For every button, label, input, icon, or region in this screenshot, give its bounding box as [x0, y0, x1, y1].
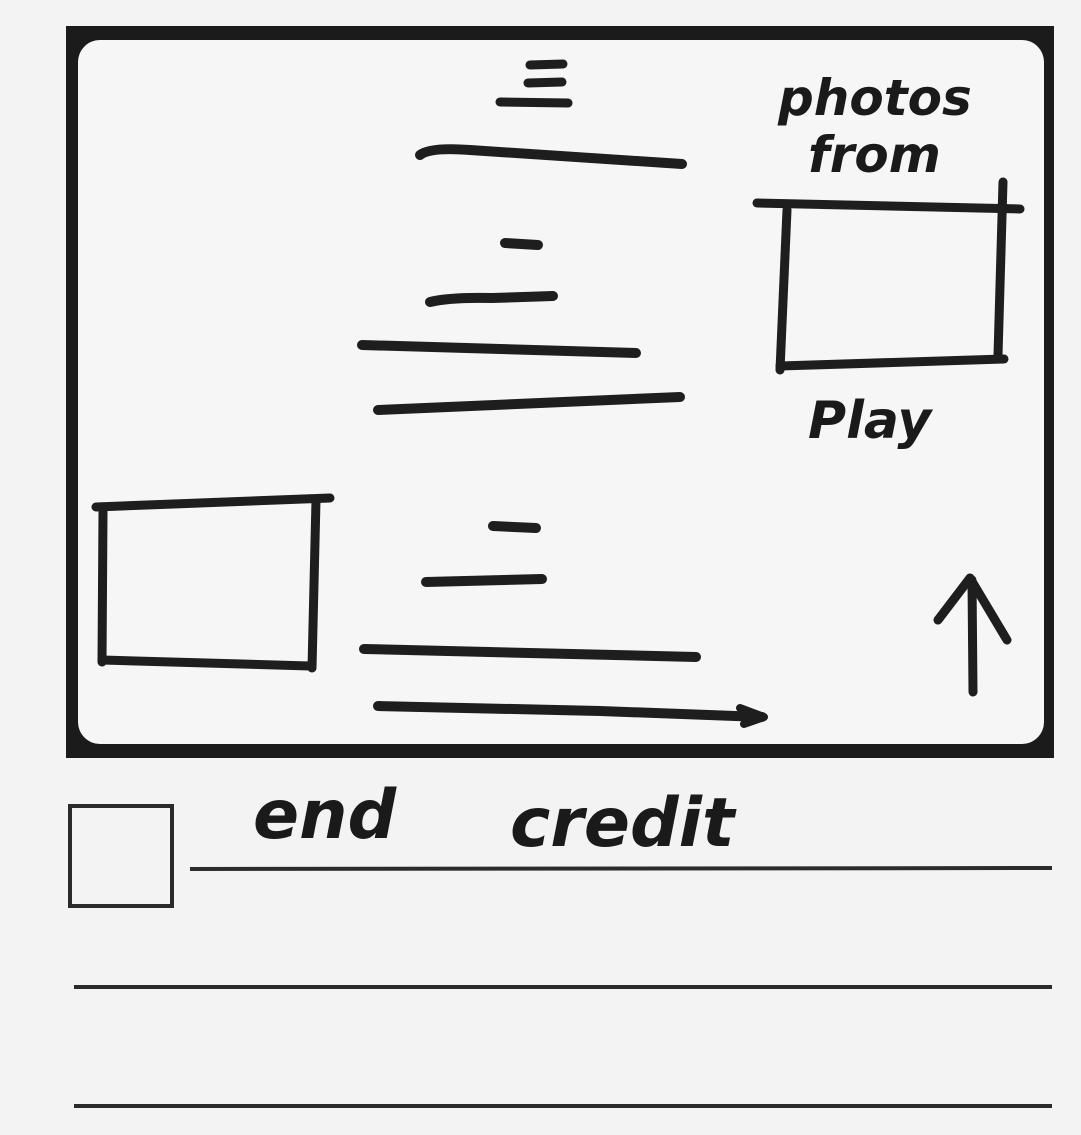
screen-area [78, 40, 1044, 744]
credit-line [488, 521, 541, 533]
photo-box-right-edge [993, 177, 1008, 360]
photo-placeholder-right [752, 177, 1025, 375]
photo-box-top-edge [752, 198, 1025, 214]
caption-word-credit: credit [510, 784, 737, 863]
credit-line-arrowhead [736, 704, 768, 728]
credit-line [415, 144, 687, 169]
photo-box-right-edge [307, 495, 321, 673]
photos-label: photos from [777, 69, 972, 184]
credit-line [421, 574, 547, 587]
credit-line [425, 291, 558, 307]
photo-box-left-edge [97, 507, 108, 667]
caption-word-end: end [253, 776, 398, 855]
credits-text-block-1 [415, 59, 687, 169]
credit-line [525, 59, 568, 70]
credit-line [373, 701, 767, 722]
up-arrow-head [933, 573, 1012, 645]
photo-box-bottom-edge [97, 655, 315, 671]
thumbnail-box [68, 804, 174, 908]
photos-label-line1: photos [777, 69, 972, 127]
credit-line [373, 392, 685, 415]
screen-frame [66, 26, 1054, 758]
up-arrow-icon [933, 573, 1012, 697]
up-arrow-shaft [967, 575, 978, 697]
credit-line [359, 644, 701, 662]
credit-line [357, 340, 641, 358]
credits-text-block-2 [357, 238, 685, 415]
caption-ruled-lines [74, 866, 1053, 1108]
credit-line [523, 77, 567, 88]
credits-text-block-3 [359, 521, 768, 728]
credit-line [495, 97, 573, 108]
thumbnail-checkbox [68, 804, 174, 908]
credit-line [500, 238, 543, 250]
photos-label-line2: from [808, 126, 941, 184]
photo-placeholder-left [91, 493, 335, 673]
ruled-line [189, 866, 1053, 871]
photo-box-left-edge [775, 205, 792, 375]
photo-box-bottom-edge [775, 354, 1009, 371]
photo-box-top-edge [91, 493, 335, 512]
play-label: Play [808, 391, 933, 451]
